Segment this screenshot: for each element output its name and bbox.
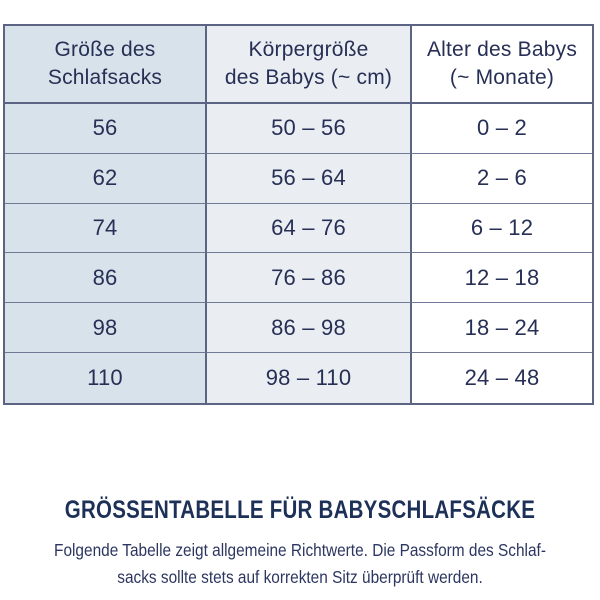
footer-note-line-1: Folgende Tabelle zeigt allgemeine Richtw… [54,540,546,560]
footer-note-line-2: sacks sollte stets auf korrekten Sitz üb… [117,567,483,587]
table-cell-body-height: 56 – 64 [207,153,412,204]
header-cell-baby-age: Alter des Babys (~ Monate) [412,26,592,104]
table-cell-age: 24 – 48 [412,353,592,403]
table-cell-body-height: 76 – 86 [207,253,412,304]
header-cell-sleeping-bag-size: Größe des Schlafsacks [5,26,207,104]
table-cell-body-height: 50 – 56 [207,104,412,154]
table-cell-size: 110 [5,353,207,403]
header-cell-body-height: Körpergröße des Babys (~ cm) [207,26,412,104]
table-cell-body-height: 86 – 98 [207,303,412,354]
table-cell-age: 2 – 6 [412,153,592,204]
table-cell-age: 12 – 18 [412,253,592,304]
table-cell-size: 56 [5,104,207,154]
table-cell-body-height: 64 – 76 [207,203,412,254]
header-line: Körpergröße [248,37,369,61]
header-line: des Babys (~ cm) [224,66,393,89]
header-line: Alter des Babys [426,37,578,61]
header-line: Größe des [54,37,156,61]
table-cell-size: 86 [5,253,207,304]
footer-note: Folgende Tabelle zeigt allgemeine Richtw… [36,537,564,591]
page-title: GRÖSSENTABELLE FÜR BABYSCHLAFSÄCKE [64,496,536,524]
table-cell-age: 0 – 2 [412,104,592,154]
table-cell-size: 74 [5,203,207,254]
table-cell-body-height: 98 – 110 [207,353,412,403]
table-cell-age: 6 – 12 [412,203,592,254]
size-table: Größe des Schlafsacks Körpergröße des Ba… [3,24,594,405]
table-cell-size: 98 [5,303,207,354]
table-cell-age: 18 – 24 [412,303,592,354]
table-cell-size: 62 [5,153,207,204]
header-line: Schlafsacks [47,66,163,89]
header-line: (~ Monate) [449,66,555,89]
